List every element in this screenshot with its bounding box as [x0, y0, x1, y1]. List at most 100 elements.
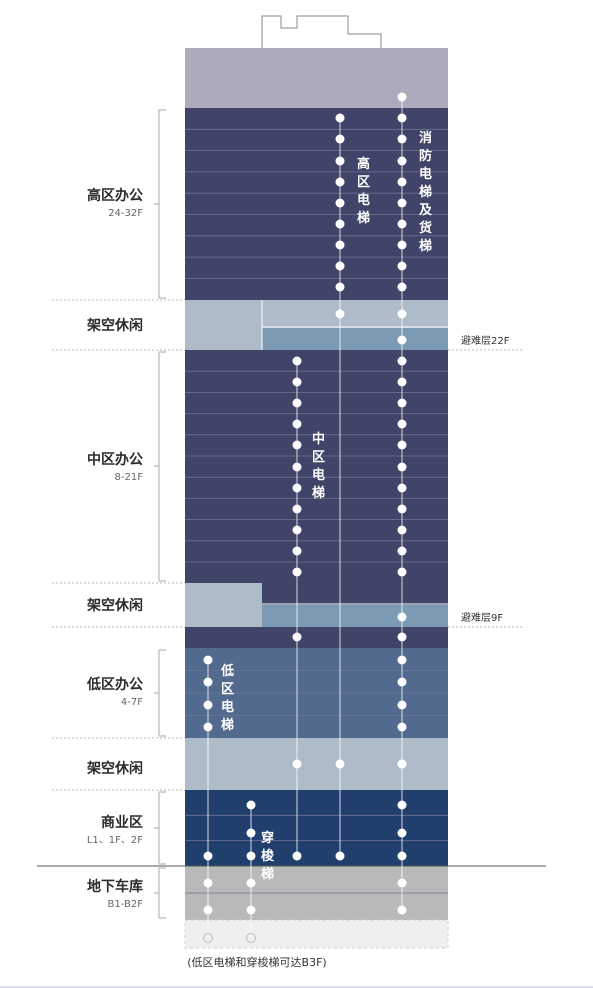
- elevator-stop: [292, 398, 302, 408]
- fire-elevator-label: 消 防 电 梯 及 货 梯: [419, 130, 433, 254]
- elevator-stop: [203, 905, 213, 915]
- svg-text:梭: 梭: [261, 848, 275, 864]
- zone-garage-name: 地下车库: [87, 878, 143, 895]
- elevator-stop: [397, 759, 407, 769]
- elevator-stop: [246, 851, 256, 861]
- elevator-stop: [397, 462, 407, 472]
- svg-text:梯: 梯: [357, 210, 370, 226]
- elevator-stop: [335, 113, 345, 123]
- refuge-floor-9: [262, 605, 448, 627]
- svg-text:电: 电: [419, 166, 432, 182]
- elevator-stop: [397, 198, 407, 208]
- elevator-stop: [397, 177, 407, 187]
- elevator-stop: [397, 612, 407, 622]
- elevator-stop: [246, 828, 256, 838]
- svg-text:高: 高: [357, 156, 370, 172]
- elevator-stop: [246, 800, 256, 810]
- elevator-stop: [397, 700, 407, 710]
- svg-text:货: 货: [419, 220, 432, 236]
- zone-low-name: 低区办公: [86, 676, 143, 693]
- elevator-stop: [397, 440, 407, 450]
- elevator-stop: [397, 261, 407, 271]
- elevator-stop: [397, 677, 407, 687]
- mid-elevator-label: 中 区 电 梯: [312, 431, 325, 501]
- elevator-stop: [397, 356, 407, 366]
- elevator-stop: [292, 759, 302, 769]
- svg-text:消: 消: [419, 130, 432, 146]
- elevator-stop: [397, 546, 407, 556]
- elevator-stop: [397, 525, 407, 535]
- elevator-stop: [335, 198, 345, 208]
- roof-block: [185, 48, 448, 108]
- svg-text:梯: 梯: [221, 717, 234, 733]
- svg-text:电: 电: [221, 699, 234, 715]
- elevator-stop: [335, 261, 345, 271]
- zone-brackets: [154, 109, 166, 919]
- zone-low-range: 4-7F: [121, 697, 143, 708]
- elevator-stop: [397, 240, 407, 250]
- elevator-stop: [292, 525, 302, 535]
- basement-b3: [184, 919, 449, 949]
- high-elevator-label: 高 区 电 梯: [357, 156, 370, 226]
- elevator-stop: [335, 219, 345, 229]
- elevator-stop-b3: [203, 933, 213, 943]
- footnote: (低区电梯和穿梭梯可达B3F): [187, 955, 326, 969]
- elevator-stop: [397, 282, 407, 292]
- elevator-stop: [397, 567, 407, 577]
- elevator-stop: [292, 419, 302, 429]
- zone-garage-range: B1-B2F: [108, 899, 144, 910]
- elevator-stop: [335, 851, 345, 861]
- high-elevator-shaft: [335, 113, 345, 861]
- zone-sky3-name: 架空休闲: [86, 760, 143, 777]
- elevator-stop: [203, 878, 213, 888]
- elevator-stop: [397, 113, 407, 123]
- elevator-stop: [203, 655, 213, 665]
- elevator-stop: [292, 483, 302, 493]
- mid-elevator-shaft: [292, 356, 302, 861]
- elevator-stop: [292, 851, 302, 861]
- zone-high-range: 24-32F: [108, 208, 143, 219]
- roof-outline: [261, 15, 382, 48]
- svg-text:梯: 梯: [419, 238, 432, 254]
- svg-text:区: 区: [312, 450, 325, 465]
- elevator-stop: [397, 504, 407, 514]
- svg-text:梯: 梯: [261, 866, 274, 882]
- svg-text:梯: 梯: [419, 184, 432, 200]
- elevator-stop: [335, 177, 345, 187]
- zone-sky1-name: 架空休闲: [86, 317, 143, 334]
- elevator-stop: [335, 240, 345, 250]
- zone-retail-name: 商业区: [101, 814, 143, 831]
- elevator-stop: [246, 905, 256, 915]
- elevator-stop: [292, 377, 302, 387]
- elevator-shafts: [203, 92, 407, 943]
- elevator-stop: [397, 851, 407, 861]
- elevator-stop: [292, 504, 302, 514]
- elevator-stop: [397, 828, 407, 838]
- elevator-stop: [397, 156, 407, 166]
- elevator-stop: [335, 759, 345, 769]
- elevator-stop: [397, 800, 407, 810]
- elevator-stop: [203, 677, 213, 687]
- sky-lobby-3: [185, 738, 448, 790]
- elevator-stop: [397, 722, 407, 732]
- elevator-stop: [397, 134, 407, 144]
- elevator-stop: [397, 632, 407, 642]
- shuttle-elevator-shaft: [246, 800, 256, 943]
- svg-text:低: 低: [220, 663, 234, 679]
- refuge-22-label: 避难层22F: [461, 334, 510, 347]
- elevator-stop: [335, 309, 345, 319]
- elevator-stop: [397, 483, 407, 493]
- elevator-stop: [203, 722, 213, 732]
- zone-mid-range: 8-21F: [115, 472, 144, 483]
- svg-text:梯: 梯: [312, 485, 325, 501]
- zone-sky2-name: 架空休闲: [86, 597, 143, 614]
- elevator-stop: [292, 632, 302, 642]
- fire-elevator-shaft: [397, 92, 407, 915]
- elevator-stop: [246, 878, 256, 888]
- svg-text:穿: 穿: [261, 830, 274, 846]
- elevator-stop-b3: [246, 933, 256, 943]
- elevator-stop: [335, 282, 345, 292]
- mid-office-block: [185, 350, 448, 583]
- zone-separators: [52, 299, 522, 791]
